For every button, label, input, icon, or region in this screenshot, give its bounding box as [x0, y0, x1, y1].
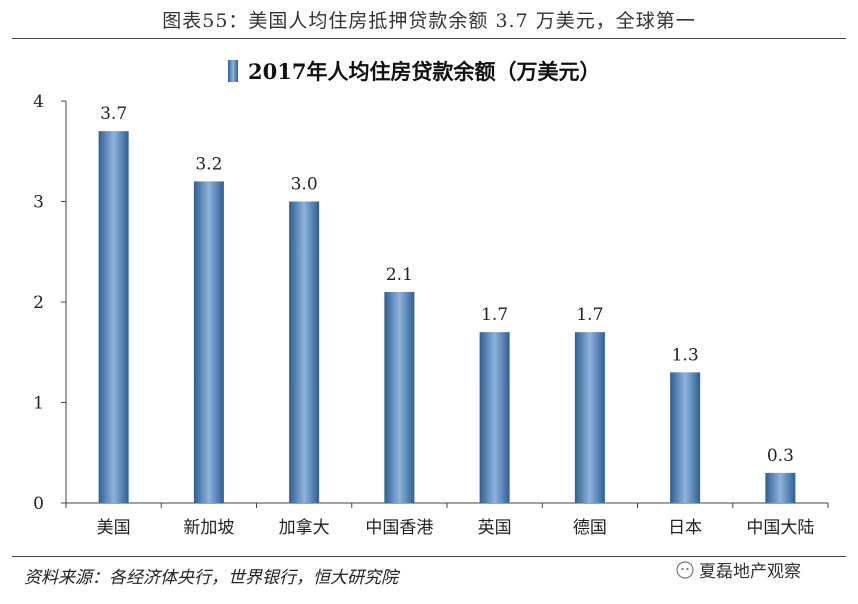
bar: [574, 332, 605, 503]
bar: [479, 332, 510, 503]
y-tick-label: 0: [33, 494, 44, 514]
y-tick-label: 3: [33, 193, 44, 213]
data-label: 3.0: [291, 175, 318, 195]
bar: [384, 291, 415, 503]
top-rule: [12, 38, 846, 39]
watermark-text: 夏磊地产观察: [699, 562, 801, 582]
x-tick-label: 中国香港: [365, 518, 433, 538]
bar: [193, 181, 224, 503]
bar: [98, 131, 129, 503]
legend-label: 2017年人均住房贷款余额（万美元）: [248, 59, 601, 84]
data-label: 1.3: [672, 345, 699, 365]
source-note: 资料来源：各经济体央行，世界银行，恒大研究院: [24, 568, 398, 588]
x-tick-label: 加拿大: [279, 517, 330, 538]
x-tick-label: 新加坡: [183, 518, 234, 538]
wechat-icon: [676, 560, 694, 579]
x-tick-label: 美国: [97, 518, 131, 538]
bar-chart: 0 1 2 3 4 3.7 美国 3.2 新加坡 3.0 加拿大 2.1 中国香港 1.7 英国 1.7 德国 1…: [33, 92, 829, 538]
data-label: 1.7: [481, 305, 508, 325]
bar: [670, 372, 701, 503]
bottom-rule: [12, 556, 846, 557]
y-tick-label: 4: [33, 92, 44, 112]
data-label: 2.1: [386, 265, 413, 285]
x-tick-label: 英国: [478, 518, 512, 538]
x-tick-label: 中国大陆: [746, 518, 814, 538]
chart-legend: 2017年人均住房贷款余额（万美元）: [228, 58, 600, 84]
data-label: 3.7: [100, 104, 127, 124]
x-tick-label: 日本: [668, 518, 702, 538]
legend-swatch: [228, 60, 238, 82]
bar: [289, 201, 320, 503]
figure-title: 图表55：美国人均住房抵押贷款余额 3.7 万美元，全球第一: [162, 10, 696, 32]
y-tick-label: 2: [33, 293, 44, 313]
data-label: 3.2: [195, 154, 222, 174]
bar: [765, 472, 796, 503]
watermark: 夏磊地产观察: [676, 557, 801, 582]
data-label: 0.3: [767, 446, 794, 466]
y-tick-label: 1: [33, 394, 44, 414]
x-tick-label: 德国: [573, 518, 607, 538]
data-label: 1.7: [576, 305, 603, 325]
